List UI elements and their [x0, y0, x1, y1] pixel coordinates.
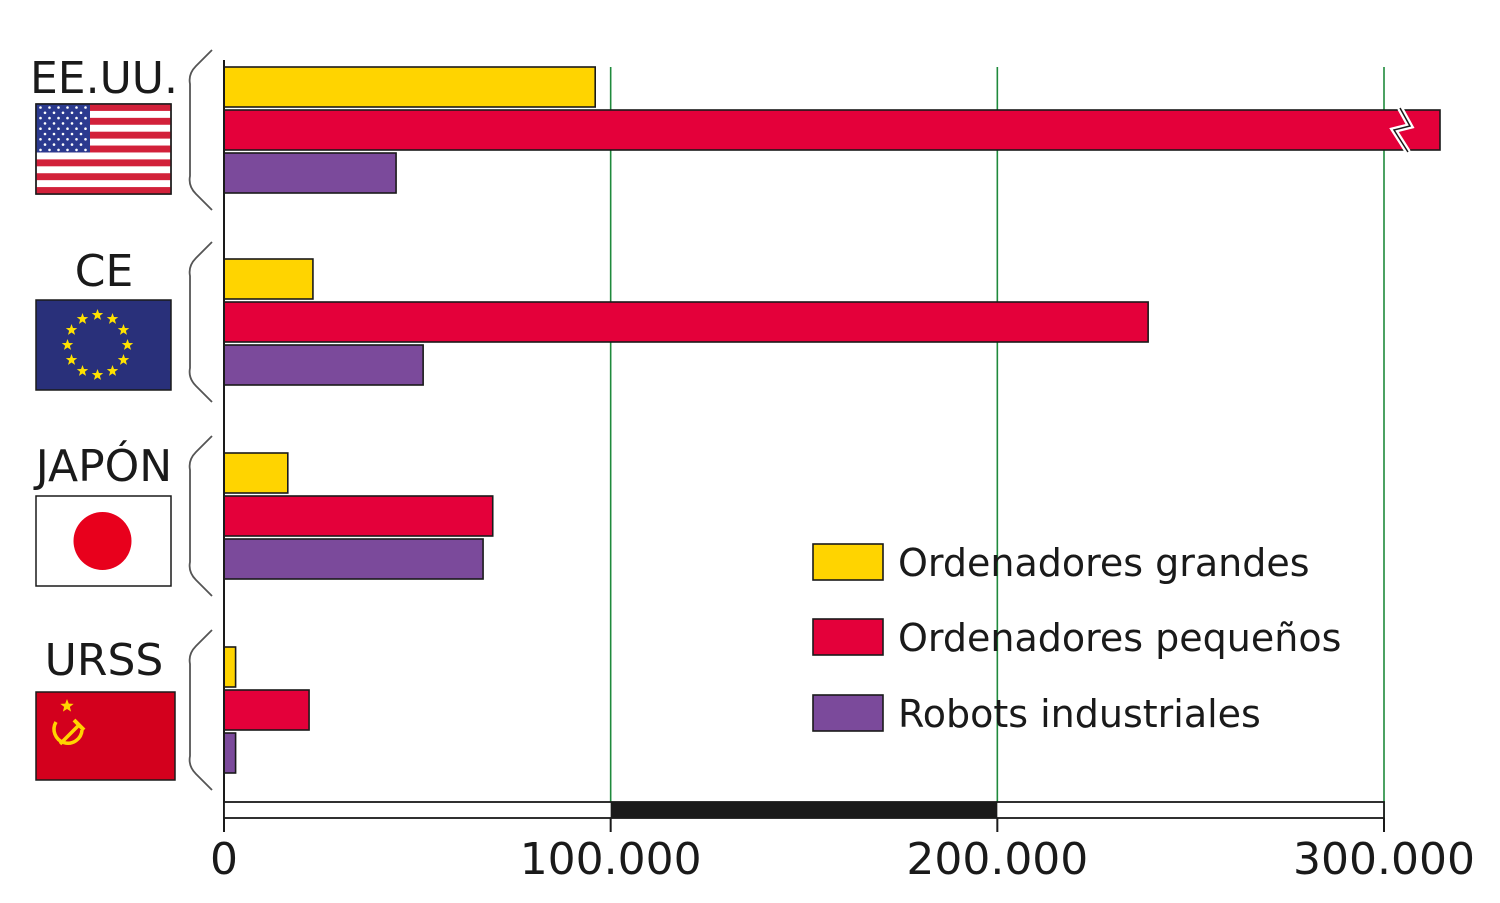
- ussr-flag-icon: [35, 691, 176, 781]
- category-brace: [188, 241, 213, 403]
- axis-break-outline: [1392, 107, 1412, 153]
- legend-label: Robots industriales: [898, 692, 1261, 736]
- bar: [223, 538, 484, 580]
- eu-flag-icon: [35, 299, 172, 391]
- legend-swatch: [812, 543, 884, 581]
- bar: [223, 109, 1441, 151]
- bar: [223, 689, 310, 731]
- us-flag-icon: [35, 103, 172, 195]
- grid-lines: [609, 67, 1385, 820]
- japan-flag-icon: [35, 495, 172, 587]
- bar: [223, 66, 597, 108]
- bars: [223, 66, 1441, 774]
- category-brace: [188, 435, 213, 597]
- legend: Ordenadores grandes Ordenadores pequeños R…: [812, 541, 1341, 736]
- legend-swatch: [812, 694, 884, 732]
- bar: [223, 452, 289, 494]
- category-brace: [188, 49, 213, 211]
- category-label: URSS: [45, 635, 164, 686]
- category-labels: EE.UU. CE JAPÓN URSS: [30, 53, 178, 686]
- bar: [223, 301, 1149, 343]
- x-tick-label: 100.000: [520, 834, 702, 885]
- flags: [35, 103, 176, 781]
- bar: [223, 152, 397, 194]
- x-tick-label: 300.000: [1293, 834, 1475, 885]
- category-brace: [188, 629, 213, 791]
- bar: [223, 258, 314, 300]
- bar: [223, 646, 237, 688]
- x-tick-label: 200.000: [906, 834, 1088, 885]
- legend-label: Ordenadores grandes: [898, 541, 1310, 585]
- bar: [223, 344, 424, 386]
- x-axis: 0 100.000 200.000 300.000: [210, 60, 1475, 885]
- category-label: EE.UU.: [30, 53, 178, 104]
- scale-strip-block: [610, 802, 998, 818]
- legend-label: Ordenadores pequeños: [898, 616, 1341, 660]
- bar: [223, 495, 494, 537]
- legend-swatch: [812, 618, 884, 656]
- category-label: CE: [75, 246, 134, 297]
- x-tick-label: 0: [210, 834, 238, 885]
- bar: [223, 732, 237, 774]
- category-braces: [188, 49, 213, 791]
- category-label: JAPÓN: [33, 439, 172, 492]
